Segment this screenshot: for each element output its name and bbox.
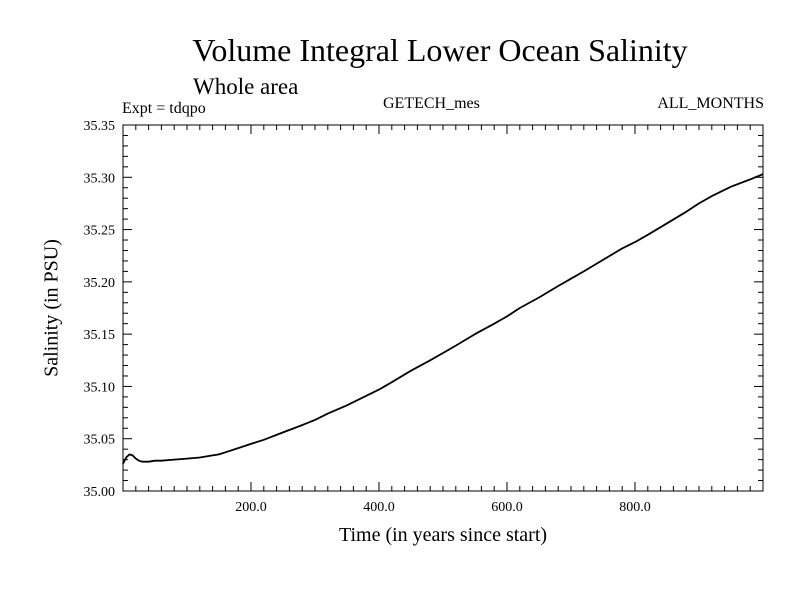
chart-subtitle: Whole area xyxy=(193,74,299,99)
y-tick-label: 35.05 xyxy=(84,433,116,448)
y-tick-label: 35.15 xyxy=(84,328,116,343)
y-tick-label: 35.35 xyxy=(84,119,116,134)
y-tick-label: 35.20 xyxy=(84,276,116,291)
months-label: ALL_MONTHS xyxy=(657,95,764,112)
chart-title: Volume Integral Lower Ocean Salinity xyxy=(192,32,688,68)
y-tick-label: 35.30 xyxy=(84,171,116,186)
plot-frame xyxy=(122,124,764,492)
experiment-label: Expt = tdqpo xyxy=(122,100,206,117)
x-tick-label: 200.0 xyxy=(235,500,267,515)
y-tick-label: 35.25 xyxy=(84,224,116,239)
dataset-label: GETECH_mes xyxy=(383,95,480,112)
y-tick-label: 35.00 xyxy=(84,485,116,500)
y-tick-label: 35.10 xyxy=(84,380,116,395)
salinity-series-line xyxy=(122,173,764,465)
x-tick-label: 800.0 xyxy=(619,500,651,515)
x-axis-label: Time (in years since start) xyxy=(338,524,548,546)
x-tick-label: 400.0 xyxy=(363,500,395,515)
x-tick-label: 600.0 xyxy=(491,500,523,515)
